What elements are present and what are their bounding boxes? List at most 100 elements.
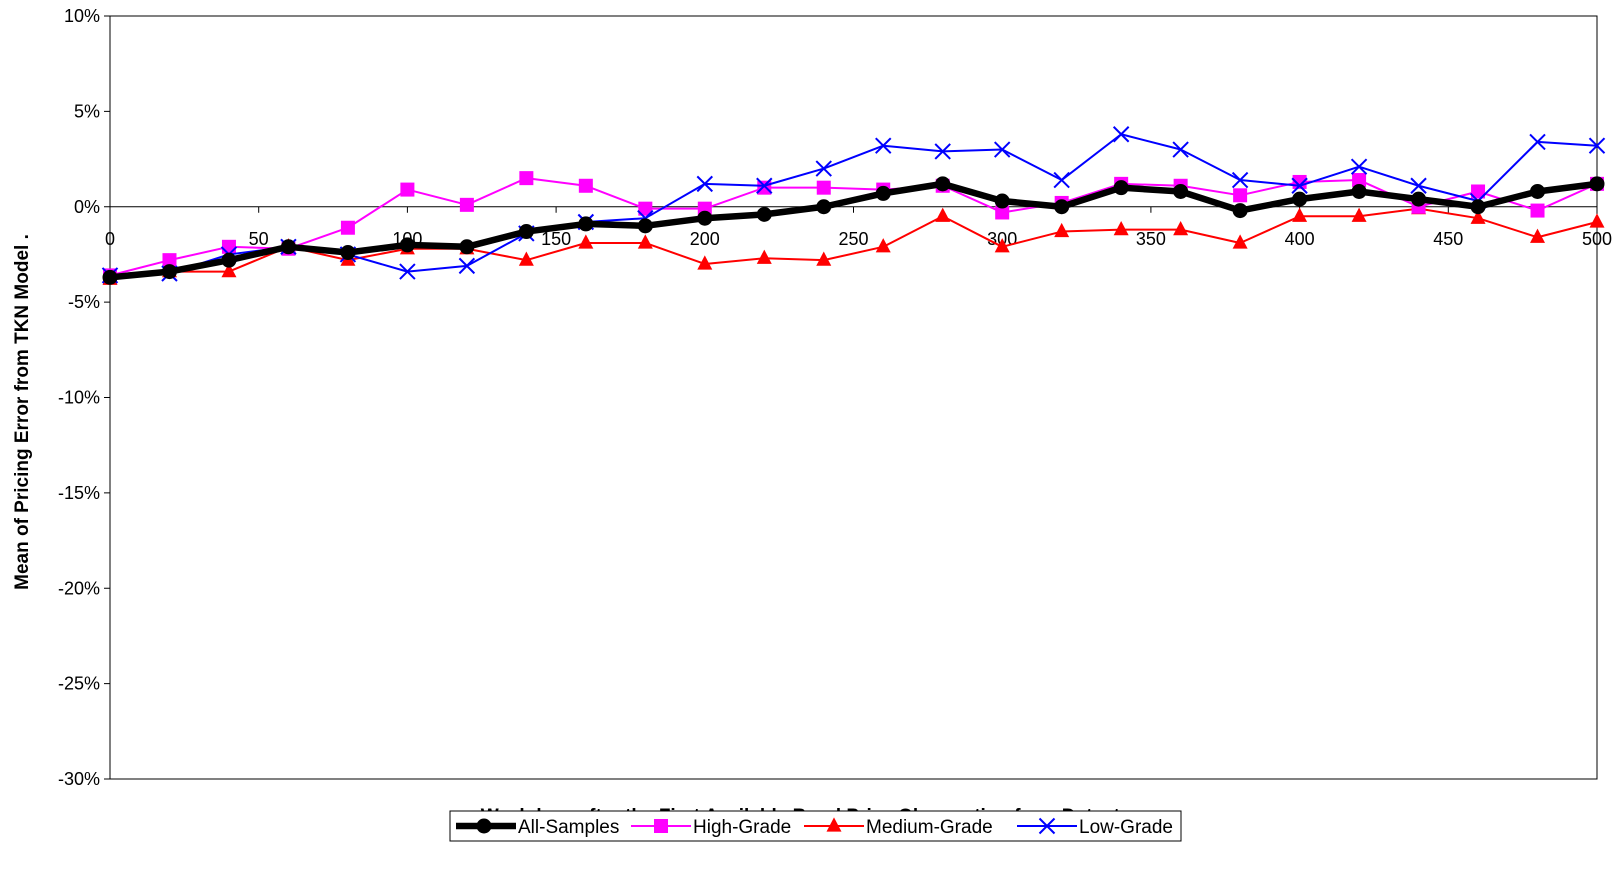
legend-item: All-Samples	[456, 817, 619, 838]
data-point	[697, 255, 713, 270]
data-point	[1053, 171, 1070, 189]
data-point	[1470, 209, 1486, 224]
plot-area	[109, 15, 1598, 780]
series-line	[109, 177, 1598, 277]
x-marker-stroke	[1172, 141, 1189, 158]
legend-item: Low-Grade	[1017, 817, 1173, 838]
y-tick-label: 0%	[74, 197, 100, 217]
x-marker-stroke	[1038, 817, 1056, 835]
x-marker-stroke	[1410, 177, 1427, 194]
data-point	[816, 251, 832, 266]
data-point	[280, 239, 296, 255]
data-point	[1470, 199, 1486, 215]
y-axis-title: Mean of Pricing Error from TKN Model .	[12, 234, 33, 590]
x-axis-ticks: 050100150200250300350400450500	[105, 206, 1612, 249]
x-marker-stroke	[815, 160, 832, 177]
data-point	[637, 218, 653, 234]
x-marker-stroke	[696, 175, 714, 193]
legend-label: All-Samples	[518, 817, 619, 838]
y-tick-label: -20%	[58, 578, 100, 598]
data-point	[162, 253, 177, 268]
x-marker-stroke	[1112, 126, 1130, 143]
data-point	[221, 262, 237, 278]
data-point	[1112, 126, 1130, 143]
data-point	[1113, 180, 1129, 196]
data-point	[1233, 188, 1248, 203]
data-point	[1530, 203, 1545, 218]
data-point	[1589, 213, 1605, 228]
y-tick-label: -30%	[58, 769, 100, 789]
data-point	[638, 201, 653, 216]
y-tick-label: -5%	[68, 292, 100, 312]
data-point	[1589, 176, 1605, 192]
legend-swatch-marker	[476, 818, 492, 834]
data-point	[1410, 177, 1427, 194]
x-marker-stroke	[1231, 171, 1249, 189]
series-all-samples	[102, 176, 1605, 285]
data-point	[518, 224, 534, 240]
data-point	[1350, 158, 1368, 175]
data-point	[1054, 222, 1070, 238]
data-point	[1411, 191, 1427, 207]
data-point	[697, 210, 713, 226]
x-marker-stroke	[458, 257, 476, 275]
x-marker-stroke	[399, 263, 416, 280]
data-point	[459, 197, 474, 212]
series-line	[109, 133, 1598, 277]
legend-label: Medium-Grade	[866, 817, 993, 838]
x-tick-label: 400	[1285, 229, 1315, 249]
data-point	[994, 238, 1010, 253]
y-tick-label: -25%	[58, 674, 100, 694]
data-point	[756, 249, 772, 264]
data-point	[1291, 177, 1308, 194]
data-point	[161, 264, 177, 280]
data-point	[578, 216, 594, 232]
data-point	[1530, 228, 1546, 243]
data-point	[696, 175, 714, 193]
data-point	[934, 143, 951, 160]
data-point	[340, 245, 356, 261]
data-point	[935, 176, 951, 192]
data-point	[400, 182, 415, 197]
y-tick-label: 10%	[64, 6, 100, 26]
data-point	[1232, 234, 1248, 249]
data-point	[578, 234, 594, 249]
data-point	[1173, 183, 1189, 199]
x-marker-stroke	[1588, 137, 1606, 154]
y-tick-label: -15%	[58, 483, 100, 503]
x-marker-stroke	[756, 177, 773, 194]
data-point	[1173, 221, 1189, 236]
data-point	[995, 205, 1010, 220]
data-point	[875, 137, 892, 154]
data-point	[578, 178, 593, 193]
x-marker-stroke	[993, 141, 1011, 158]
x-marker-stroke	[1529, 133, 1546, 151]
data-point	[458, 257, 476, 275]
data-point	[816, 180, 831, 195]
data-point	[994, 193, 1010, 209]
data-point	[1471, 184, 1486, 199]
data-point	[935, 207, 951, 222]
x-marker-stroke	[1350, 158, 1368, 175]
data-point	[399, 237, 415, 253]
data-point	[637, 234, 653, 249]
x-tick-label: 450	[1433, 229, 1463, 249]
data-point	[875, 238, 891, 253]
series-layer	[101, 126, 1606, 285]
data-point	[756, 206, 772, 222]
data-point	[1172, 141, 1189, 158]
legend-item: Medium-Grade	[804, 817, 993, 838]
data-point	[1292, 191, 1308, 207]
data-point	[519, 171, 534, 186]
data-point	[875, 185, 891, 201]
x-tick-label: 150	[541, 229, 571, 249]
data-point	[815, 160, 832, 177]
x-tick-label: 350	[1136, 229, 1166, 249]
x-tick-label: 50	[249, 229, 269, 249]
data-point	[1231, 171, 1249, 189]
data-point	[1352, 173, 1367, 188]
x-marker-stroke	[934, 143, 951, 160]
series-low-grade	[101, 126, 1606, 284]
legend-item: High-Grade	[631, 817, 791, 838]
x-marker-stroke	[875, 137, 892, 154]
